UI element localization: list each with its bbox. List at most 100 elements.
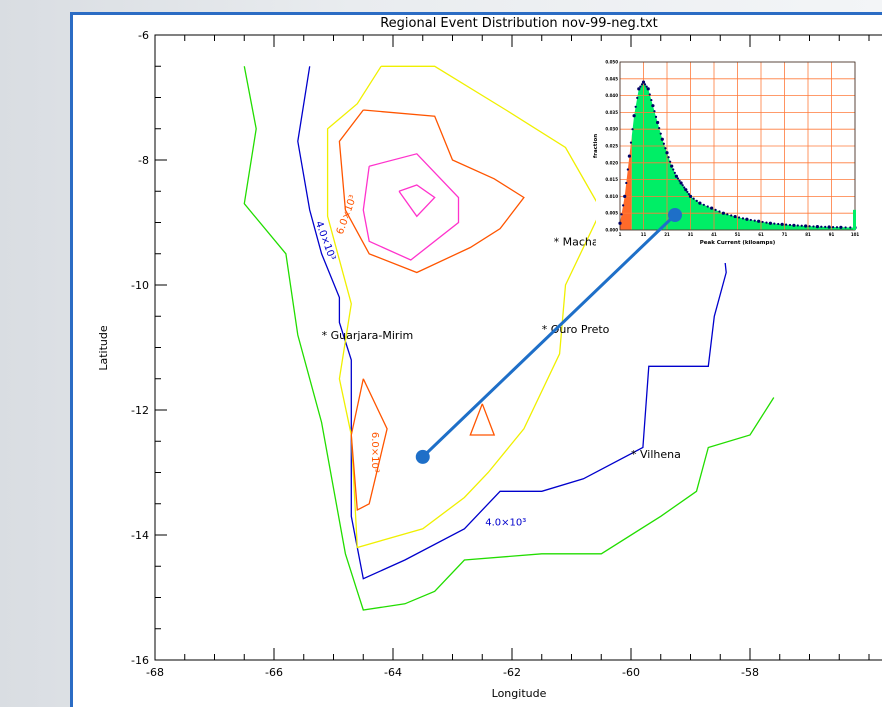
inset-data-point bbox=[651, 104, 655, 108]
inset-data-point bbox=[637, 87, 641, 91]
inset-data-point bbox=[674, 174, 679, 178]
inset-data-point bbox=[662, 142, 665, 145]
inset-data-point bbox=[648, 93, 651, 96]
contour-magenta-inner bbox=[398, 184, 436, 218]
y-tick-label: -12 bbox=[131, 404, 149, 417]
inset-data-point bbox=[660, 137, 664, 141]
inset-data-point bbox=[625, 181, 628, 185]
inset-data-point bbox=[665, 151, 669, 155]
inset-x-tick-label: 71 bbox=[782, 232, 788, 237]
inset-data-point bbox=[672, 168, 675, 171]
inset-data-point bbox=[792, 223, 796, 227]
x-tick-label: -62 bbox=[503, 666, 521, 679]
y-tick-label: -8 bbox=[138, 154, 149, 167]
contour-label: 4.0×10³ bbox=[313, 220, 337, 262]
inset-data-point bbox=[788, 223, 792, 227]
inset-data-point bbox=[620, 213, 623, 216]
contour-label: 6.0×10³ bbox=[369, 432, 380, 473]
inset-y-tick-label: 0.050 bbox=[605, 60, 618, 65]
inset-x-tick-label: 61 bbox=[758, 232, 764, 237]
inset-data-point bbox=[673, 171, 676, 174]
inset-data-point bbox=[654, 115, 658, 118]
inset-x-tick-label: 11 bbox=[641, 232, 647, 237]
inset-data-point bbox=[681, 184, 684, 187]
inset-data-point bbox=[679, 181, 683, 185]
inset-x-tick-label: 41 bbox=[711, 232, 717, 237]
inset-area-low bbox=[620, 135, 632, 230]
contour-yellow bbox=[326, 65, 603, 549]
inset-data-point bbox=[827, 225, 831, 229]
inset-data-point bbox=[745, 217, 749, 221]
inset-data-point bbox=[839, 225, 843, 229]
inset-data-point bbox=[820, 225, 823, 228]
inset-data-point bbox=[714, 208, 717, 211]
inset-data-point bbox=[796, 224, 799, 227]
inset-data-point bbox=[695, 199, 698, 202]
inset-data-point bbox=[765, 221, 768, 224]
inset-data-point bbox=[831, 225, 835, 229]
x-tick-label: -66 bbox=[265, 666, 283, 679]
inset-y-tick-label: 0.045 bbox=[605, 76, 618, 81]
inset-data-point bbox=[710, 206, 714, 210]
inset-y-tick-label: 0.015 bbox=[605, 177, 618, 182]
callout-line bbox=[415, 208, 682, 464]
inset-data-point bbox=[653, 110, 656, 113]
y-tick-label: -10 bbox=[131, 279, 149, 292]
callout-dot-end bbox=[668, 208, 682, 222]
x-tick-label: -60 bbox=[622, 666, 640, 679]
inset-data-point bbox=[643, 83, 647, 86]
x-axis-label: Longitude bbox=[492, 687, 547, 700]
contour-label: 4.0×10³ bbox=[485, 518, 526, 529]
y-axis-label: Latitude bbox=[97, 325, 110, 371]
contour-orange bbox=[338, 109, 525, 274]
inset-data-point bbox=[800, 224, 803, 227]
chart-title: Regional Event Distribution nov-99-neg.t… bbox=[380, 16, 658, 31]
inset-data-point bbox=[641, 80, 646, 84]
inset-x-axis-label: Peak Current (kiloamps) bbox=[700, 240, 776, 246]
inset-data-point bbox=[812, 225, 815, 228]
x-tick-label: -58 bbox=[741, 666, 759, 679]
inset-data-point bbox=[670, 164, 674, 168]
inset-data-point bbox=[849, 226, 852, 229]
inset-data-point bbox=[730, 214, 733, 217]
contour-magenta bbox=[362, 153, 460, 261]
inset-data-point bbox=[686, 190, 689, 194]
city-label: * Guarjara-Mirim bbox=[322, 329, 414, 342]
inset-data-point bbox=[656, 120, 660, 125]
main-plot: -68 -66 -64 -62 -60 -58 -6 -8 -10 -12 -14 -16 4.0×10… bbox=[131, 29, 882, 679]
inset-data-point bbox=[777, 222, 780, 226]
inset-data-point bbox=[627, 154, 632, 158]
inset-data-point bbox=[632, 114, 636, 118]
inset-y-tick-label: 0.035 bbox=[605, 110, 618, 115]
inset-y-tick-label: 0.000 bbox=[605, 228, 618, 233]
inset-data-point bbox=[639, 85, 642, 88]
inset-data-point bbox=[808, 225, 811, 228]
inset-data-point bbox=[804, 224, 808, 228]
inset-data-point bbox=[784, 223, 788, 226]
y-tick-label: -14 bbox=[131, 529, 149, 542]
inset-data-point bbox=[683, 186, 686, 189]
inset-data-point bbox=[718, 210, 721, 213]
inset-x-tick-label: 21 bbox=[664, 232, 670, 237]
inset-data-point bbox=[824, 225, 827, 228]
inset-data-point bbox=[698, 201, 702, 205]
inset-data-point bbox=[684, 188, 688, 192]
contour-orange-tri bbox=[469, 403, 496, 436]
inset-data-point bbox=[623, 194, 627, 198]
inset-data-point bbox=[688, 194, 693, 198]
inset-data-point bbox=[737, 216, 741, 219]
inset-data-point bbox=[631, 128, 634, 131]
inset-data-point bbox=[664, 147, 667, 150]
inset-data-point bbox=[659, 132, 662, 135]
inset-data-point bbox=[702, 203, 705, 206]
inset-y-tick-label: 0.025 bbox=[605, 144, 618, 149]
inset-data-point bbox=[844, 226, 847, 229]
inset-data-point bbox=[622, 204, 625, 207]
inset-x-tick-label: 1 bbox=[619, 232, 622, 237]
inset-area-edge bbox=[853, 209, 856, 230]
inset-data-point bbox=[678, 179, 681, 182]
inset-data-point bbox=[636, 96, 639, 99]
contour-green bbox=[243, 66, 775, 611]
inset-data-point bbox=[650, 98, 653, 102]
